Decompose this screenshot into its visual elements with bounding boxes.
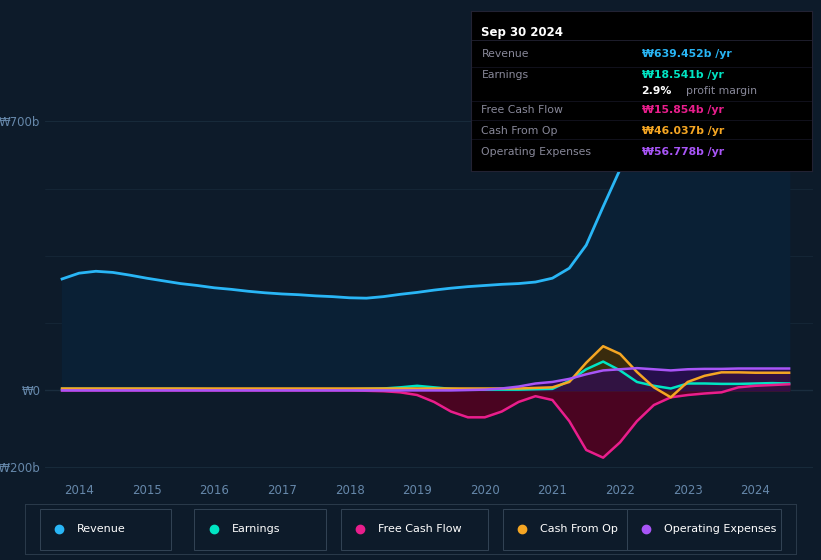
- FancyBboxPatch shape: [503, 509, 626, 550]
- Text: Operating Expenses: Operating Expenses: [663, 524, 776, 534]
- FancyBboxPatch shape: [626, 509, 781, 550]
- FancyBboxPatch shape: [195, 509, 326, 550]
- Text: 2.9%: 2.9%: [642, 86, 672, 96]
- Text: Cash From Op: Cash From Op: [540, 524, 618, 534]
- Text: Cash From Op: Cash From Op: [481, 126, 558, 136]
- Text: ₩639.452b /yr: ₩639.452b /yr: [642, 49, 732, 59]
- Text: ₩56.778b /yr: ₩56.778b /yr: [642, 147, 724, 157]
- FancyBboxPatch shape: [40, 509, 172, 550]
- Text: Earnings: Earnings: [481, 70, 529, 80]
- Text: Earnings: Earnings: [232, 524, 280, 534]
- Text: ₩46.037b /yr: ₩46.037b /yr: [642, 126, 724, 136]
- Text: Free Cash Flow: Free Cash Flow: [378, 524, 461, 534]
- Text: Sep 30 2024: Sep 30 2024: [481, 26, 563, 39]
- Text: profit margin: profit margin: [686, 86, 757, 96]
- Text: ₩15.854b /yr: ₩15.854b /yr: [642, 105, 723, 115]
- Text: Operating Expenses: Operating Expenses: [481, 147, 591, 157]
- Text: Free Cash Flow: Free Cash Flow: [481, 105, 563, 115]
- Text: Revenue: Revenue: [481, 49, 529, 59]
- Text: ₩18.541b /yr: ₩18.541b /yr: [642, 70, 723, 80]
- Text: Revenue: Revenue: [77, 524, 126, 534]
- FancyBboxPatch shape: [341, 509, 488, 550]
